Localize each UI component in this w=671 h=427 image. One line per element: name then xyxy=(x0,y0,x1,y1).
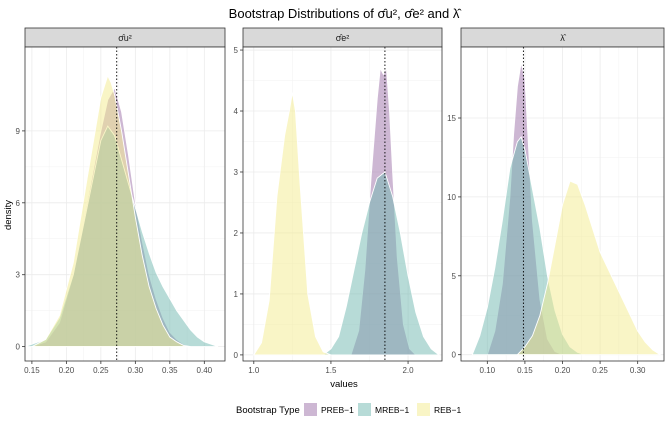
legend-label: PREB−1 xyxy=(321,405,354,415)
y-tick-label: 0 xyxy=(234,351,239,360)
x-tick-label: 0.35 xyxy=(162,366,178,375)
y-tick-label: 0 xyxy=(452,351,457,360)
x-tick-label: 0.15 xyxy=(517,366,533,375)
legend: Bootstrap Type PREB−1 MREB−1 REB−1 xyxy=(236,403,461,416)
density-reb xyxy=(252,92,332,356)
x-tick-label: 2.0 xyxy=(402,366,414,375)
facet-strip-label: σ̂e² xyxy=(336,33,350,43)
facet-strip-label: λ̂ xyxy=(560,33,567,43)
facet-panels: σ̂u² 0.15 0.20 0.25 0.30 0.35 0.40 0 3 6 9 σ̂e² 1.0 1… xyxy=(16,27,665,375)
x-tick-label: 0.10 xyxy=(480,366,496,375)
x-tick-label: 1.5 xyxy=(325,366,337,375)
x-tick-label: 0.20 xyxy=(555,366,571,375)
panel-border xyxy=(242,46,443,362)
x-tick-label: 0.30 xyxy=(630,366,646,375)
y-tick-label: 1 xyxy=(234,290,239,299)
y-tick-label: 3 xyxy=(234,168,239,177)
x-tick-label: 0.20 xyxy=(59,366,75,375)
x-tick-label: 0.25 xyxy=(93,366,109,375)
y-tick-label: 10 xyxy=(447,193,456,202)
x-tick-label: 1.0 xyxy=(248,366,260,375)
y-tick-label: 0 xyxy=(16,343,21,352)
panel-1: σ̂u² 0.15 0.20 0.25 0.30 0.35 0.40 0 3 6 9 xyxy=(16,27,226,375)
legend-key-preb xyxy=(304,403,317,416)
legend-label: MREB−1 xyxy=(375,405,410,415)
y-tick-label: 15 xyxy=(447,114,456,123)
legend-keys: PREB−1 MREB−1 REB−1 xyxy=(304,403,461,416)
x-tick-label: 0.30 xyxy=(128,366,144,375)
density-reb xyxy=(516,180,662,356)
density-reb xyxy=(31,74,191,348)
y-tick-label: 5 xyxy=(452,272,457,281)
panel-border xyxy=(24,46,226,362)
density-mreb xyxy=(321,171,441,356)
y-tick-label: 9 xyxy=(16,127,21,136)
y-tick-label: 3 xyxy=(16,271,21,280)
legend-label: REB−1 xyxy=(434,405,461,415)
legend-key-reb xyxy=(417,403,430,416)
x-tick-label: 0.40 xyxy=(197,366,213,375)
x-tick-label: 0.25 xyxy=(592,366,608,375)
y-tick-label: 5 xyxy=(234,46,239,55)
x-axis-title: values xyxy=(330,379,358,390)
y-tick-label: 2 xyxy=(234,229,239,238)
legend-title: Bootstrap Type xyxy=(236,405,300,416)
y-tick-label: 6 xyxy=(16,199,21,208)
facet-strip-label: σ̂u² xyxy=(118,33,132,43)
y-tick-label: 4 xyxy=(234,107,239,116)
panel-2: σ̂e² 1.0 1.5 2.0 0 1 2 3 4 5 xyxy=(234,27,443,375)
chart-title: Bootstrap Distributions of σ̂u², σ̂e² an… xyxy=(229,6,463,21)
y-axis-title: density xyxy=(3,200,14,230)
panel-3: λ̂ 0.10 0.15 0.20 0.25 0.30 0 5 10 15 xyxy=(447,27,665,375)
x-tick-label: 0.15 xyxy=(24,366,40,375)
legend-key-mreb xyxy=(358,403,371,416)
